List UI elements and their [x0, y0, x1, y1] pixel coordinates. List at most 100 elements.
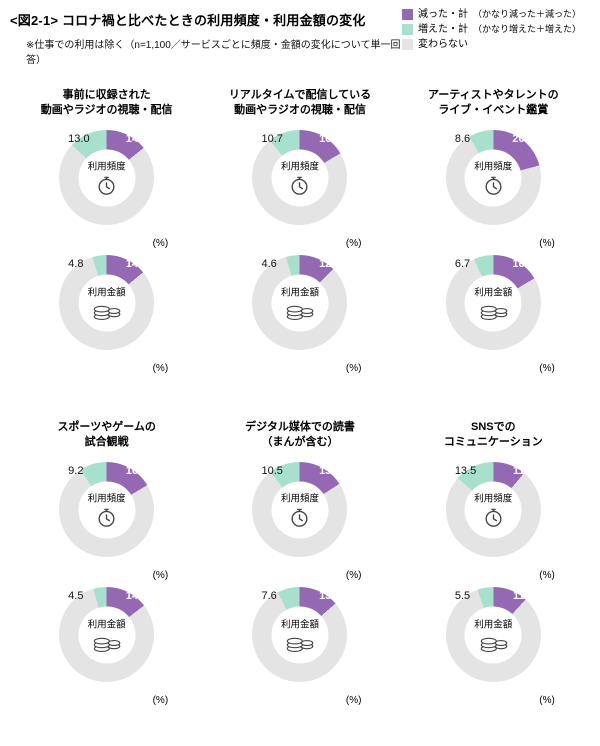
donut-hole: 利用頻度 — [271, 149, 329, 206]
legend-swatch-increased — [402, 24, 413, 35]
decreased-value: 15.9 — [319, 465, 341, 477]
percent-unit: (%) — [152, 695, 169, 706]
donut-center-label: 利用頻度 — [280, 161, 319, 173]
decreased-value: 16.5 — [319, 133, 341, 145]
chart-group: 事前に収録された 動画やラジオの視聴・配信 利用頻度 13.0 14. — [10, 88, 203, 380]
donut-hole: 利用金額 — [271, 274, 329, 331]
percent-unit: (%) — [345, 363, 362, 374]
increased-value: 9.2 — [68, 465, 84, 477]
clock-icon — [96, 175, 118, 197]
legend-item-increased: 増えた・計 （かなり増えた＋増えた） — [402, 24, 590, 35]
donut-hole: 利用金額 — [78, 274, 136, 331]
increased-value: 13.0 — [68, 133, 90, 145]
percent-unit: (%) — [539, 238, 555, 249]
donut-center-label: 利用金額 — [474, 619, 513, 630]
coins-icon — [285, 632, 315, 653]
frequency-block: 利用頻度 8.6 20.9 (%) — [445, 130, 555, 249]
donut-center-label: 利用頻度 — [280, 493, 319, 505]
increased-value: 4.6 — [261, 258, 277, 270]
group-title: リアルタイムで配信している 動画やラジオの視聴・配信 — [228, 89, 372, 116]
page: <図2-1> コロナ禍と比べたときの利用頻度・利用金額の変化 ※仕事での利用は除… — [10, 8, 590, 712]
donut-hole: 利用金額 — [464, 274, 522, 331]
chart-grid: 事前に収録された 動画やラジオの視聴・配信 利用頻度 13.0 14. — [10, 88, 590, 712]
amount-donut: 利用金額 7.6 13. — [252, 587, 348, 682]
amount-donut: 利用金額 6.7 16. — [445, 255, 541, 350]
frequency-block: 利用頻度 13.0 14.3 (%) — [59, 130, 168, 249]
donut-center-label: 利用金額 — [474, 287, 513, 298]
amount-block: 利用金額 5.5 11. — [445, 587, 555, 706]
decreased-value: 16.5 — [512, 258, 534, 270]
chart-group: アーティストやタレントの ライブ・イベント鑑賞 利用頻度 8.6 20 — [397, 88, 590, 380]
clock-icon — [289, 175, 311, 197]
donut-center-label: 利用頻度 — [87, 161, 126, 173]
chart-group: SNSでの コミュニケーション 利用頻度 13.5 11.1 — [397, 420, 590, 712]
clock-icon — [289, 507, 311, 529]
increased-value: 4.8 — [68, 258, 84, 270]
frequency-block: 利用頻度 13.5 11.1 (%) — [445, 462, 555, 581]
chart-group: スポーツやゲームの 試合観戦 利用頻度 9.2 16.4 — [10, 420, 203, 712]
increased-value: 10.7 — [261, 133, 283, 145]
increased-value: 5.5 — [454, 590, 471, 602]
chart-group: リアルタイムで配信している 動画やラジオの視聴・配信 利用頻度 10.7 — [203, 88, 396, 380]
donut-center-label: 利用金額 — [280, 287, 319, 298]
header: <図2-1> コロナ禍と比べたときの利用頻度・利用金額の変化 ※仕事での利用は除… — [10, 8, 590, 66]
legend-note: （かなり減った＋減った） — [473, 8, 582, 19]
increased-value: 7.6 — [261, 590, 277, 602]
frequency-donut: 利用頻度 9.2 16.4 — [59, 462, 155, 557]
decreased-value: 16.4 — [125, 465, 148, 477]
amount-donut: 利用金額 4.5 14. — [59, 587, 155, 682]
group-title: スポーツやゲームの 試合観戦 — [57, 421, 156, 448]
donut-hole: 利用頻度 — [464, 481, 522, 538]
donut-center-label: 利用頻度 — [474, 493, 513, 505]
frequency-donut: 利用頻度 8.6 20.9 — [445, 130, 541, 225]
donut-center-label: 利用頻度 — [474, 161, 513, 173]
decreased-value: 20.9 — [512, 133, 534, 145]
percent-unit: (%) — [539, 695, 555, 706]
decreased-value: 14.3 — [125, 133, 148, 145]
frequency-donut: 利用頻度 13.5 11.1 — [445, 462, 541, 557]
amount-donut: 利用金額 5.5 11. — [445, 587, 541, 682]
clock-icon — [482, 507, 504, 529]
decreased-value: 13.7 — [319, 590, 341, 602]
page-title: <図2-1> コロナ禍と比べたときの利用頻度・利用金額の変化 — [10, 13, 366, 28]
percent-unit: (%) — [152, 363, 169, 374]
percent-unit: (%) — [345, 570, 362, 581]
coins-icon — [92, 632, 122, 653]
donut-hole: 利用頻度 — [271, 481, 329, 538]
clock-icon — [96, 507, 118, 529]
amount-block: 利用金額 4.6 12. — [252, 255, 361, 374]
amount-block: 利用金額 4.5 14. — [59, 587, 168, 706]
percent-unit: (%) — [152, 238, 169, 249]
donut-hole: 利用頻度 — [464, 149, 522, 206]
amount-donut: 利用金額 4.8 14. — [59, 255, 155, 350]
donut-hole: 利用金額 — [78, 606, 136, 663]
coins-icon — [285, 300, 315, 321]
donut-center-label: 利用金額 — [87, 287, 126, 298]
increased-value: 4.5 — [68, 590, 84, 602]
coins-icon — [478, 632, 508, 653]
frequency-block: 利用頻度 10.7 16.5 (%) — [252, 130, 361, 249]
frequency-donut: 利用頻度 13.0 14.3 — [59, 130, 155, 225]
legend-item-unchanged: 変わらない — [402, 39, 590, 50]
percent-unit: (%) — [345, 695, 362, 706]
decreased-value: 12.6 — [319, 258, 341, 270]
legend-label: 減った・計 — [418, 9, 468, 20]
frequency-block: 利用頻度 9.2 16.4 (%) — [59, 462, 168, 581]
increased-value: 8.6 — [454, 133, 471, 145]
decreased-value: 14.0 — [125, 258, 148, 270]
decreased-value: 14.5 — [125, 590, 148, 602]
amount-block: 利用金額 4.8 14. — [59, 255, 168, 374]
donut-center-label: 利用金額 — [280, 619, 319, 630]
coins-icon — [478, 300, 508, 321]
group-title: SNSでの コミュニケーション — [443, 421, 543, 448]
decreased-value: 11.1 — [513, 465, 534, 477]
donut-hole: 利用頻度 — [78, 149, 136, 206]
donut-hole: 利用頻度 — [78, 481, 136, 538]
frequency-donut: 利用頻度 10.5 15.9 — [252, 462, 348, 557]
frequency-donut: 利用頻度 10.7 16.5 — [252, 130, 348, 225]
decreased-value: 11.8 — [513, 590, 534, 602]
increased-value: 6.7 — [454, 258, 471, 270]
group-title: アーティストやタレントの ライブ・イベント鑑賞 — [427, 89, 559, 116]
amount-block: 利用金額 6.7 16. — [445, 255, 555, 374]
page-subtitle: ※仕事での利用は除く（n=1,100／サービスごとに頻度・金額の変化について単一… — [26, 40, 401, 66]
